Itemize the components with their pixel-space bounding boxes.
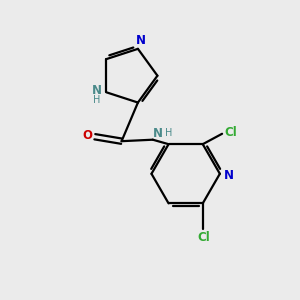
Text: O: O — [82, 129, 92, 142]
Text: N: N — [153, 127, 163, 140]
Text: H: H — [93, 95, 100, 105]
Text: Cl: Cl — [198, 231, 211, 244]
Text: N: N — [224, 169, 234, 182]
Text: Cl: Cl — [225, 126, 237, 139]
Text: H: H — [164, 128, 172, 138]
Text: N: N — [136, 34, 146, 47]
Text: N: N — [92, 84, 102, 97]
